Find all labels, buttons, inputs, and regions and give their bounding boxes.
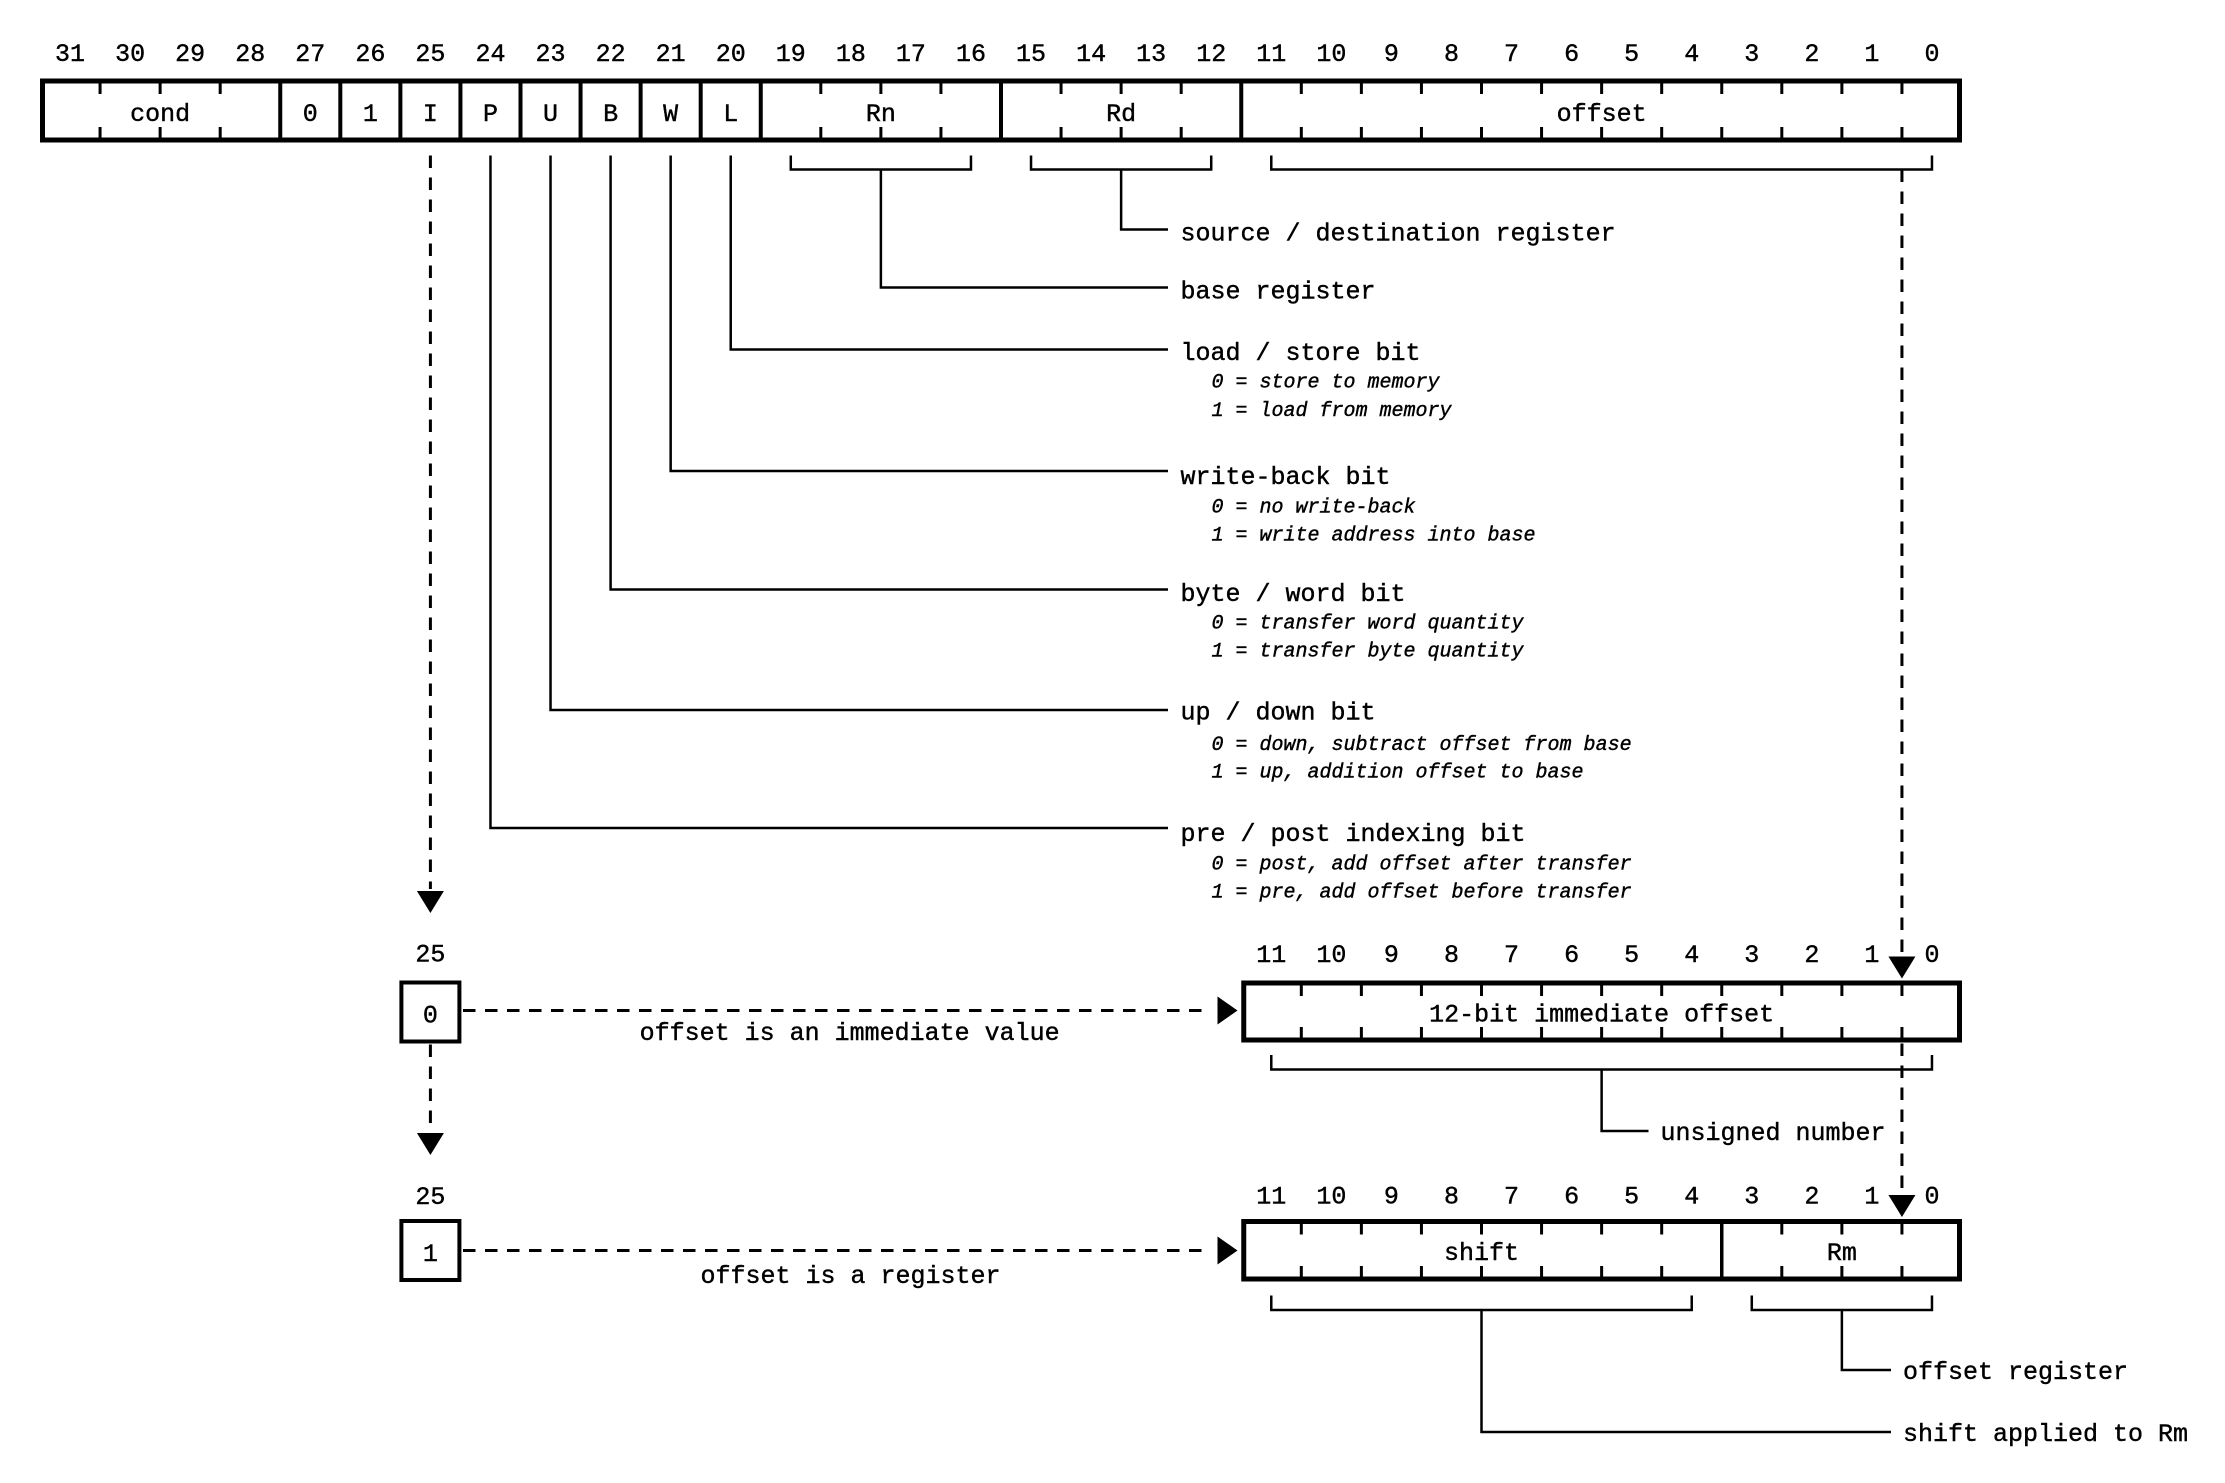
svg-text:P: P (483, 100, 498, 129)
svg-text:1: 1 (1864, 941, 1879, 970)
svg-text:18: 18 (836, 40, 866, 69)
svg-text:25: 25 (415, 1183, 445, 1212)
svg-text:10: 10 (1316, 1183, 1346, 1212)
svg-text:11: 11 (1256, 40, 1286, 69)
svg-text:B: B (603, 100, 618, 129)
svg-text:Rd: Rd (1106, 100, 1136, 129)
svg-text:28: 28 (235, 40, 265, 69)
svg-text:base register: base register (1181, 278, 1376, 307)
svg-text:I: I (423, 100, 438, 129)
svg-text:30: 30 (115, 40, 145, 69)
svg-text:2: 2 (1804, 1183, 1819, 1212)
svg-text:2: 2 (1804, 40, 1819, 69)
svg-text:0: 0 (303, 100, 318, 129)
svg-text:14: 14 (1076, 40, 1106, 69)
svg-text:5: 5 (1624, 1183, 1639, 1212)
svg-text:8: 8 (1444, 1183, 1459, 1212)
svg-text:1: 1 (363, 100, 378, 129)
svg-text:0: 0 (1924, 1183, 1939, 1212)
svg-text:8: 8 (1444, 941, 1459, 970)
svg-text:offset is an immediate value: offset is an immediate value (640, 1019, 1060, 1048)
svg-text:25: 25 (415, 40, 445, 69)
svg-text:5: 5 (1624, 941, 1639, 970)
svg-text:Rm: Rm (1827, 1239, 1857, 1268)
svg-text:15: 15 (1016, 40, 1046, 69)
svg-text:1: 1 (423, 1240, 438, 1269)
svg-text:9: 9 (1384, 1183, 1399, 1212)
svg-text:29: 29 (175, 40, 205, 69)
svg-text:offset: offset (1557, 100, 1647, 129)
svg-text:0: 0 (423, 1002, 438, 1031)
svg-text:1 = write address into base: 1 = write address into base (1212, 525, 1536, 548)
svg-text:3: 3 (1744, 941, 1759, 970)
svg-text:L: L (723, 100, 738, 129)
svg-text:7: 7 (1504, 941, 1519, 970)
svg-text:12: 12 (1196, 40, 1226, 69)
svg-text:4: 4 (1684, 941, 1699, 970)
svg-text:9: 9 (1384, 40, 1399, 69)
svg-text:unsigned number: unsigned number (1661, 1119, 1886, 1148)
svg-text:10: 10 (1316, 40, 1346, 69)
svg-text:1 = load from memory: 1 = load from memory (1212, 400, 1453, 423)
svg-text:load / store bit: load / store bit (1181, 339, 1421, 368)
svg-text:3: 3 (1744, 40, 1759, 69)
svg-text:source / destination register: source / destination register (1181, 220, 1616, 249)
svg-text:7: 7 (1504, 1183, 1519, 1212)
svg-text:25: 25 (415, 941, 445, 970)
svg-text:3: 3 (1744, 1183, 1759, 1212)
svg-text:shift applied to Rm: shift applied to Rm (1903, 1420, 2188, 1449)
svg-text:11: 11 (1256, 941, 1286, 970)
svg-text:Rn: Rn (866, 100, 896, 129)
svg-text:write-back bit: write-back bit (1181, 463, 1391, 492)
svg-text:13: 13 (1136, 40, 1166, 69)
svg-text:2: 2 (1804, 941, 1819, 970)
svg-text:10: 10 (1316, 941, 1346, 970)
svg-text:9: 9 (1384, 941, 1399, 970)
svg-text:23: 23 (536, 40, 566, 69)
svg-text:27: 27 (295, 40, 325, 69)
svg-text:offset register: offset register (1903, 1358, 2128, 1387)
svg-text:shift: shift (1444, 1239, 1519, 1268)
svg-text:byte / word bit: byte / word bit (1181, 580, 1406, 609)
svg-text:W: W (663, 100, 678, 129)
svg-text:20: 20 (716, 40, 746, 69)
svg-text:6: 6 (1564, 941, 1579, 970)
svg-text:31: 31 (55, 40, 85, 69)
svg-text:6: 6 (1564, 40, 1579, 69)
svg-text:19: 19 (776, 40, 806, 69)
svg-text:0 = no write-back: 0 = no write-back (1212, 497, 1416, 520)
svg-text:5: 5 (1624, 40, 1639, 69)
svg-text:0 = post, add offset after tra: 0 = post, add offset after transfer (1212, 854, 1632, 877)
svg-text:1: 1 (1864, 40, 1879, 69)
svg-text:0: 0 (1924, 40, 1939, 69)
svg-text:0 = transfer word quantity: 0 = transfer word quantity (1212, 613, 1525, 636)
svg-text:offset is a register: offset is a register (701, 1262, 1001, 1291)
svg-text:1: 1 (1864, 1183, 1879, 1212)
svg-text:0: 0 (1924, 941, 1939, 970)
svg-text:17: 17 (896, 40, 926, 69)
svg-text:21: 21 (656, 40, 686, 69)
svg-text:1 = transfer byte quantity: 1 = transfer byte quantity (1212, 640, 1525, 663)
svg-text:26: 26 (355, 40, 385, 69)
svg-text:12-bit immediate offset: 12-bit immediate offset (1429, 1001, 1774, 1030)
svg-text:11: 11 (1256, 1183, 1286, 1212)
svg-text:4: 4 (1684, 1183, 1699, 1212)
svg-text:8: 8 (1444, 40, 1459, 69)
svg-text:pre / post indexing bit: pre / post indexing bit (1181, 820, 1526, 849)
svg-text:7: 7 (1504, 40, 1519, 69)
svg-text:22: 22 (596, 40, 626, 69)
svg-text:0 = down, subtract offset from: 0 = down, subtract offset from base (1212, 734, 1632, 757)
svg-text:1 = up, addition offset to bas: 1 = up, addition offset to base (1212, 762, 1584, 785)
svg-text:U: U (543, 100, 558, 129)
svg-text:16: 16 (956, 40, 986, 69)
svg-text:0 = store to memory: 0 = store to memory (1212, 372, 1441, 395)
svg-text:24: 24 (475, 40, 505, 69)
svg-text:4: 4 (1684, 40, 1699, 69)
svg-text:cond: cond (130, 100, 190, 129)
svg-text:up / down bit: up / down bit (1181, 699, 1376, 728)
svg-text:1 = pre, add offset before tra: 1 = pre, add offset before transfer (1212, 881, 1632, 904)
svg-text:6: 6 (1564, 1183, 1579, 1212)
